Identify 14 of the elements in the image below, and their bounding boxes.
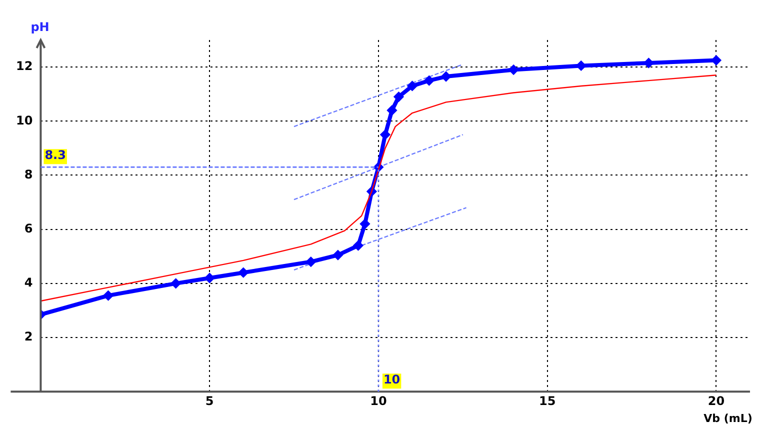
x-axis-title: Vb (mL) [704,412,752,425]
y-axis-title: pH [30,20,50,34]
y-tick-label: 4 [24,276,33,290]
ref-line-label: 10 [383,372,400,387]
x-tick-label: 20 [708,394,725,408]
y-tick-label: 2 [24,330,33,344]
x-tick-label: 10 [370,394,387,408]
x-tick-label: 15 [538,394,556,408]
y-tick-label: 12 [16,59,33,74]
y-tick-label: 6 [24,221,33,236]
y-tick-label: 8 [24,167,33,182]
ref-line-label: 8.3 [44,148,66,162]
y-tick-label: 10 [16,113,33,128]
x-tick-label: 5 [205,394,214,408]
